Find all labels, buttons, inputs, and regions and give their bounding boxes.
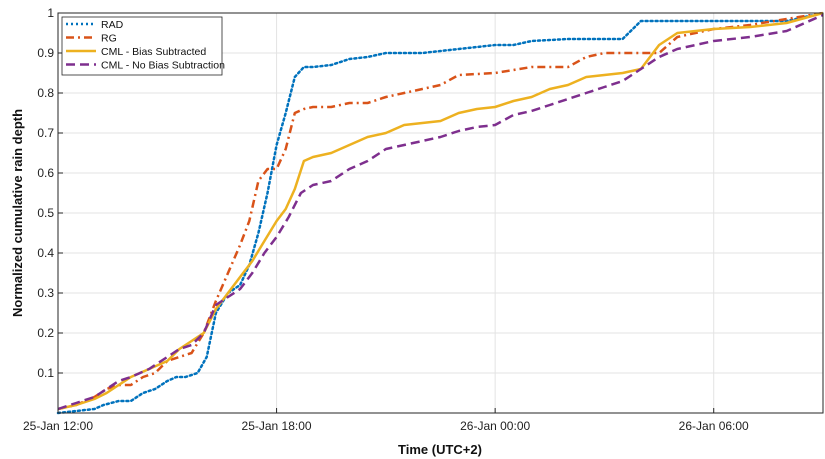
y-tick-label: 0.6	[37, 166, 54, 180]
x-tick-label: 25-Jan 12:00	[23, 419, 93, 433]
series-line	[57, 11, 824, 411]
legend-label: RAD	[101, 19, 124, 31]
y-tick-label: 0.2	[37, 326, 54, 340]
x-axis-title: Time (UTC+2)	[398, 442, 482, 457]
x-axis-ticks: 25-Jan 12:00 25-Jan 18:00 26-Jan 00:00 26-J…	[23, 408, 749, 433]
legend-label: RG	[101, 33, 117, 45]
y-axis-title: Normalized cumulative rain depth	[10, 109, 25, 317]
y-tick-label: 0.1	[37, 366, 54, 380]
series-line	[57, 11, 824, 411]
y-tick-label: 0.4	[37, 246, 54, 260]
y-axis-ticks: 0.1 0.2 0.3 0.4 0.5 0.6 0.7 0.8 0.9 1	[37, 6, 63, 380]
y-tick-label: 0.9	[37, 46, 54, 60]
y-tick-label: 0.5	[37, 206, 54, 220]
y-tick-label: 0.3	[37, 286, 54, 300]
series-line	[56, 11, 825, 415]
x-tick-label: 26-Jan 06:00	[679, 419, 749, 433]
legend-label: CML - No Bias Subtraction	[101, 60, 225, 72]
x-tick-label: 25-Jan 18:00	[242, 419, 312, 433]
y-tick-label: 0.7	[37, 126, 54, 140]
series-group	[56, 11, 825, 415]
legend-box	[61, 16, 223, 76]
series-line	[57, 13, 824, 411]
y-tick-label: 1	[47, 6, 54, 20]
legend-label: CML - Bias Subtracted	[101, 46, 206, 58]
x-tick-label: 26-Jan 00:00	[460, 419, 530, 433]
y-tick-label: 0.8	[37, 86, 54, 100]
